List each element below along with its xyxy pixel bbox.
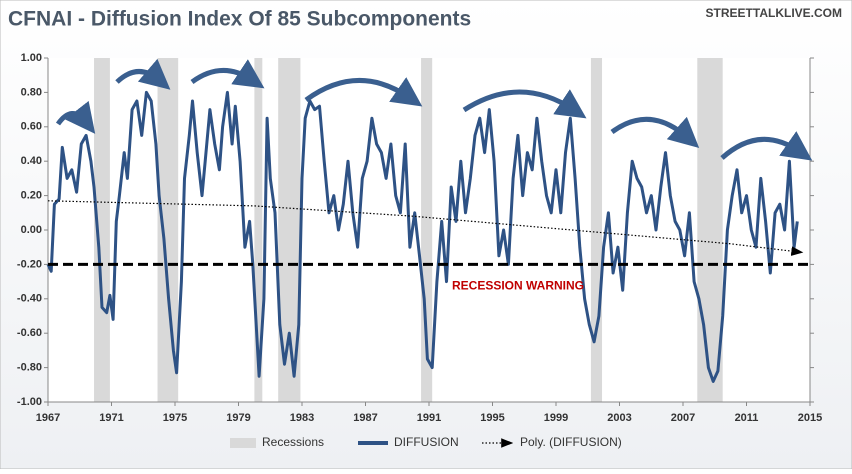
arc [190,59,265,89]
recession-band [94,58,110,402]
y-tick-label: -1.00 [17,396,42,408]
diffusion-line [46,90,799,383]
y-tick-label: -0.40 [17,293,42,305]
y-tick-label: 0.80 [21,86,42,98]
x-tick-label: 1991 [417,412,441,424]
arc [462,89,587,119]
x-tick-label: 2015 [798,412,822,424]
x-tick-label: 2003 [607,412,631,424]
x-tick-label: 2007 [671,412,695,424]
y-tick-label: -0.60 [17,327,42,339]
y-tick-label: 0.20 [21,190,42,202]
annotation-arcs [55,58,813,161]
chart-title: CFNAI - Diffusion Index Of 85 Subcompone… [8,8,471,31]
recession-band [590,58,603,402]
legend-label: DIFFUSION [394,435,459,449]
arc [610,116,700,148]
x-tick-label: 1979 [226,412,250,424]
recession-band [254,58,263,402]
x-tick-label: 2011 [735,412,759,424]
y-tick-label: 0.60 [21,121,42,133]
y-tick-label: 0.40 [21,155,42,167]
arc [55,100,96,134]
x-tick-label: 1995 [480,412,504,424]
arc [304,77,423,107]
arc [115,58,171,90]
legend-label: Recessions [262,435,324,449]
legend-swatch [230,438,256,448]
recession-band [421,58,433,402]
threshold-label: RECESSION WARNING [452,279,584,293]
y-tick-label: 0.00 [21,224,42,236]
arc [720,131,813,161]
recession-band [697,58,723,402]
x-tick-label: 1999 [544,412,568,424]
x-tick-label: 1975 [163,412,187,424]
y-tick-label: 1.00 [21,52,42,64]
x-tick-label: 1987 [353,412,377,424]
y-tick-label: -0.20 [17,258,42,270]
recession-band [157,58,179,402]
x-tick-label: 1971 [99,412,123,424]
x-tick-label: 1983 [290,412,314,424]
recession-band [278,58,301,402]
y-tick-label: -0.80 [17,362,42,374]
source: STREETTALKLIVE.COM [706,6,842,20]
trend-line [47,200,804,256]
x-tick-label: 1967 [36,412,60,424]
legend-label: Poly. (DIFFUSION) [520,435,622,449]
